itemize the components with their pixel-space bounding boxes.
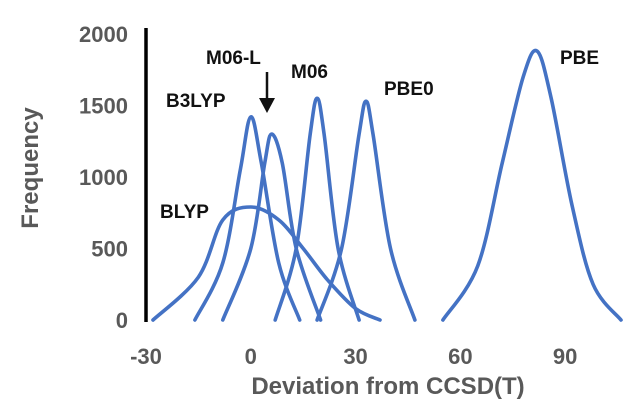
m06l-arrow [259,72,275,113]
series-label-m06: M06 [291,62,328,83]
x-axis-label: Deviation from CCSD(T) [251,373,524,400]
x-tick-label: 90 [553,344,577,369]
series-line-b3lyp [193,115,302,322]
x-tick-labels: -30 0 30 60 90 [130,344,577,369]
y-tick-label: 1000 [79,165,128,190]
y-tick-label: 500 [91,237,128,262]
y-tick-labels: 0 500 1000 1500 2000 [79,22,128,333]
series-line-m06 [273,96,361,322]
series-labels: BLYP B3LYP M06-L M06 PBE0 PBE [160,48,599,223]
x-tick-label: 30 [343,344,367,369]
series-line-pbe [441,48,623,322]
series-label-b3lyp: B3LYP [166,91,226,112]
x-tick-label: -30 [130,344,162,369]
x-tick-label: 60 [448,344,472,369]
series-line-pbe0 [315,99,417,322]
series-label-pbe: PBE [560,48,599,69]
y-axis-label: Frequency [17,107,44,229]
series-curves [151,48,623,322]
y-tick-label: 2000 [79,22,128,47]
series-label-blyp: BLYP [160,202,209,223]
x-tick-label: 0 [245,344,257,369]
series-label-m06-l: M06-L [206,48,261,69]
series-label-pbe0: PBE0 [384,79,434,100]
y-tick-label: 1500 [79,94,128,119]
y-tick-label: 0 [116,308,128,333]
series-line-blyp [151,205,382,322]
